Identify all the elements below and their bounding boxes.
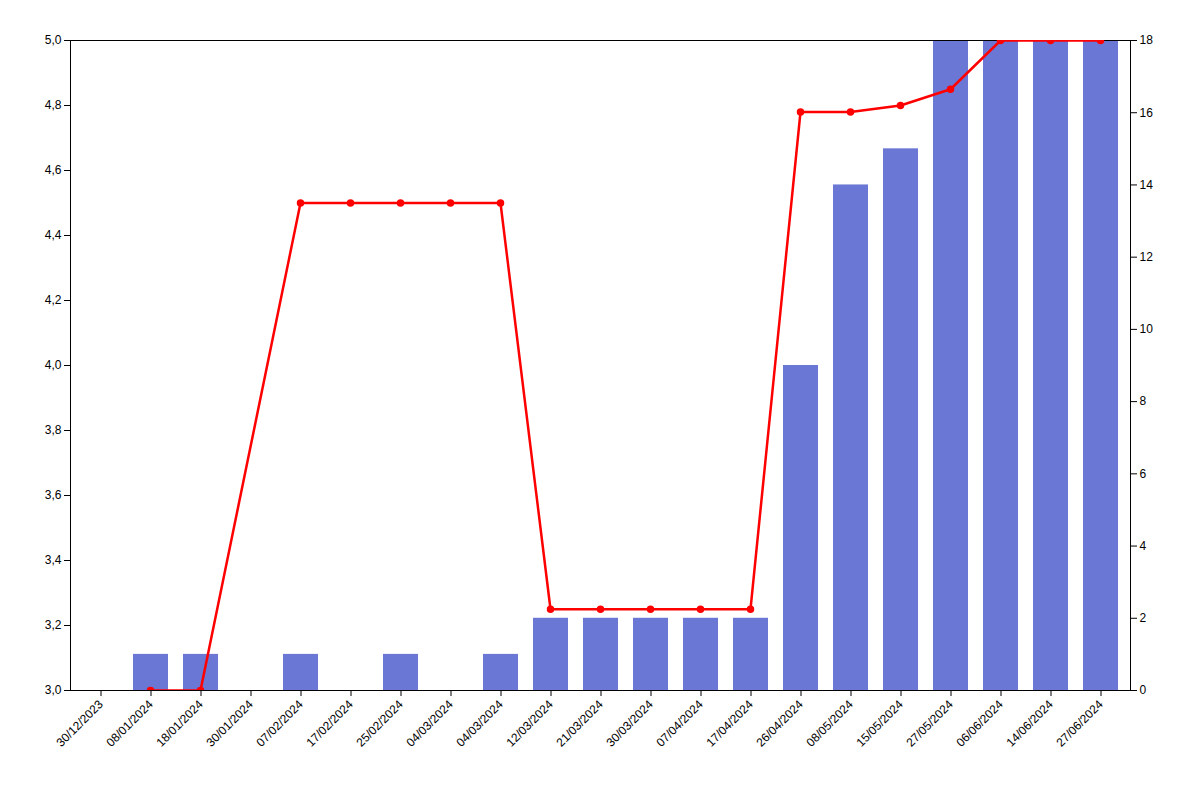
- svg-text:18/01/2024: 18/01/2024: [153, 697, 206, 750]
- svg-text:14/06/2024: 14/06/2024: [1003, 697, 1056, 750]
- svg-text:25/02/2024: 25/02/2024: [353, 697, 406, 750]
- svg-text:30/01/2024: 30/01/2024: [203, 697, 256, 750]
- svg-text:30/12/2023: 30/12/2023: [53, 697, 106, 750]
- svg-text:3,4: 3,4: [45, 553, 62, 567]
- svg-text:3,0: 3,0: [45, 683, 62, 697]
- svg-text:08/05/2024: 08/05/2024: [803, 697, 856, 750]
- svg-text:08/01/2024: 08/01/2024: [103, 697, 156, 750]
- svg-text:5,0: 5,0: [45, 33, 62, 47]
- svg-text:21/03/2024: 21/03/2024: [553, 697, 606, 750]
- svg-text:04/03/2024: 04/03/2024: [453, 697, 506, 750]
- svg-text:12: 12: [1140, 250, 1154, 264]
- svg-text:2: 2: [1140, 611, 1147, 625]
- svg-text:27/06/2024: 27/06/2024: [1053, 697, 1106, 750]
- svg-text:12/03/2024: 12/03/2024: [503, 697, 556, 750]
- svg-text:14: 14: [1140, 178, 1154, 192]
- svg-text:4,4: 4,4: [45, 228, 62, 242]
- svg-text:18: 18: [1140, 33, 1154, 47]
- svg-text:4,2: 4,2: [45, 293, 62, 307]
- svg-text:3,8: 3,8: [45, 423, 62, 437]
- svg-text:17/02/2024: 17/02/2024: [303, 697, 356, 750]
- svg-text:07/04/2024: 07/04/2024: [653, 697, 706, 750]
- svg-text:4,6: 4,6: [45, 163, 62, 177]
- svg-text:3,6: 3,6: [45, 488, 62, 502]
- svg-text:06/06/2024: 06/06/2024: [953, 697, 1006, 750]
- svg-text:4: 4: [1140, 539, 1147, 553]
- svg-text:16: 16: [1140, 106, 1154, 120]
- svg-text:3,2: 3,2: [45, 618, 62, 632]
- svg-text:26/04/2024: 26/04/2024: [753, 697, 806, 750]
- svg-text:4,8: 4,8: [45, 98, 62, 112]
- svg-text:07/02/2024: 07/02/2024: [253, 697, 306, 750]
- svg-text:6: 6: [1140, 467, 1147, 481]
- svg-text:0: 0: [1140, 683, 1147, 697]
- svg-text:30/03/2024: 30/03/2024: [603, 697, 656, 750]
- svg-text:10: 10: [1140, 322, 1154, 336]
- svg-text:04/03/2024: 04/03/2024: [403, 697, 456, 750]
- svg-text:8: 8: [1140, 394, 1147, 408]
- svg-text:15/05/2024: 15/05/2024: [853, 697, 906, 750]
- svg-text:27/05/2024: 27/05/2024: [903, 697, 956, 750]
- svg-text:17/04/2024: 17/04/2024: [703, 697, 756, 750]
- svg-text:4,0: 4,0: [45, 358, 62, 372]
